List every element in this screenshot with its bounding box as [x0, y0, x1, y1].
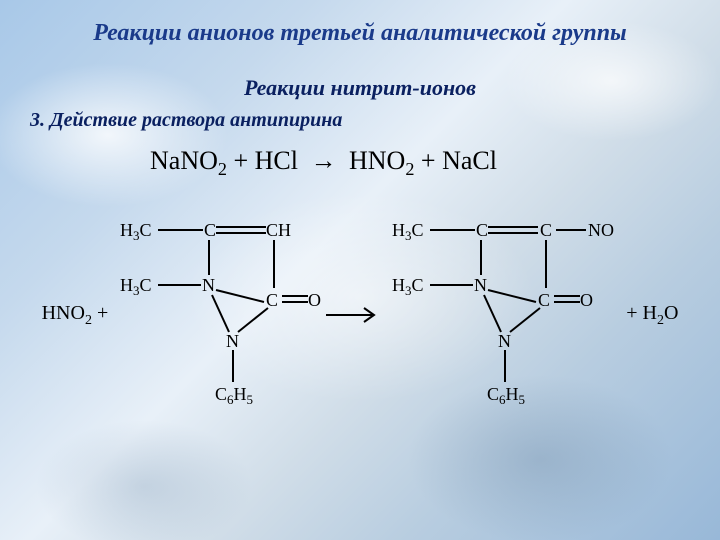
- svg-text:NO: NO: [588, 220, 614, 240]
- svg-text:H3C: H3C: [120, 220, 152, 243]
- eq-lhs1: NaNO: [150, 146, 218, 175]
- page-title: Реакции анионов третьей аналитической гр…: [30, 20, 690, 47]
- left-reagent-plus: +: [92, 302, 108, 324]
- svg-text:O: O: [308, 290, 321, 310]
- reactant-molecule: H3C C CH H3C N C O N C6H5: [116, 210, 316, 420]
- svg-text:O: O: [580, 290, 593, 310]
- reaction-scheme: HNO2 +: [30, 210, 690, 420]
- svg-text:C: C: [204, 220, 216, 240]
- svg-text:C6H5: C6H5: [215, 384, 253, 407]
- svg-text:C: C: [476, 220, 488, 240]
- svg-text:N: N: [474, 275, 487, 295]
- svg-text:C6H5: C6H5: [487, 384, 525, 407]
- eq-plus1: +: [227, 146, 255, 175]
- left-reagent-formula: HNO: [42, 302, 85, 324]
- text-equation: NaNO2 + HCl → HNO2 + NaCl: [150, 146, 690, 180]
- svg-text:H3C: H3C: [120, 275, 152, 298]
- svg-text:CH: CH: [266, 220, 291, 240]
- reaction-arrow-icon: [324, 305, 380, 325]
- page-subtitle: Реакции нитрит-ионов: [30, 75, 690, 101]
- svg-text:C: C: [266, 290, 278, 310]
- eq-arrow: →: [310, 146, 336, 176]
- eq-rhs2: NaCl: [442, 146, 497, 175]
- left-reagent: HNO2 +: [42, 302, 109, 329]
- svg-text:H3C: H3C: [392, 275, 424, 298]
- product-molecule: H3C C C NO H3C N C O N C6H5: [388, 210, 618, 420]
- svg-text:N: N: [226, 331, 239, 351]
- left-reagent-sub: 2: [85, 313, 92, 328]
- svg-text:N: N: [202, 275, 215, 295]
- svg-text:C: C: [540, 220, 552, 240]
- step-label: 3. Действие раствора антипирина: [30, 109, 690, 132]
- right-product: + H2O: [626, 302, 678, 329]
- eq-lhs1-sub: 2: [218, 159, 227, 179]
- eq-plus2: +: [414, 146, 442, 175]
- svg-text:N: N: [498, 331, 511, 351]
- eq-lhs2: HCl: [255, 146, 298, 175]
- right-product-plus: +: [626, 302, 642, 324]
- svg-text:C: C: [538, 290, 550, 310]
- svg-text:H3C: H3C: [392, 220, 424, 243]
- right-product-tail: O: [664, 302, 678, 324]
- right-product-formula: H: [643, 302, 657, 324]
- eq-rhs1: HNO: [349, 146, 405, 175]
- right-product-sub: 2: [657, 313, 664, 328]
